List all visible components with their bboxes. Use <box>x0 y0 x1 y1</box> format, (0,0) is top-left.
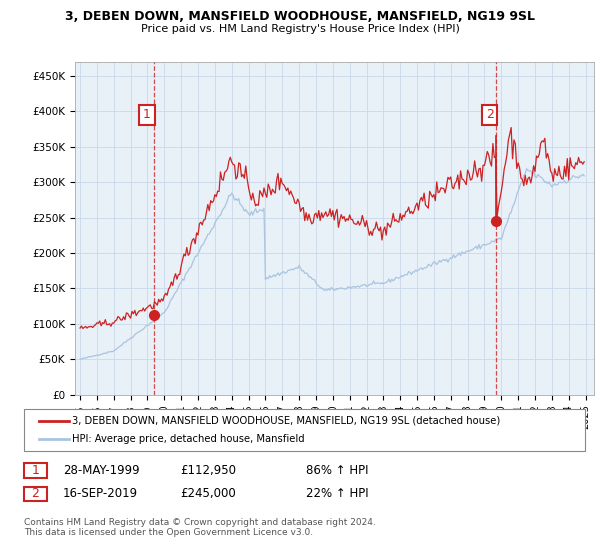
Text: 1: 1 <box>143 108 151 122</box>
Text: £112,950: £112,950 <box>180 464 236 477</box>
Text: Price paid vs. HM Land Registry's House Price Index (HPI): Price paid vs. HM Land Registry's House … <box>140 24 460 34</box>
Text: 3, DEBEN DOWN, MANSFIELD WOODHOUSE, MANSFIELD, NG19 9SL: 3, DEBEN DOWN, MANSFIELD WOODHOUSE, MANS… <box>65 10 535 23</box>
Text: HPI: Average price, detached house, Mansfield: HPI: Average price, detached house, Mans… <box>72 434 305 444</box>
Text: 86% ↑ HPI: 86% ↑ HPI <box>306 464 368 477</box>
Text: 1: 1 <box>31 464 40 477</box>
Text: 2: 2 <box>486 108 494 122</box>
Text: 28-MAY-1999: 28-MAY-1999 <box>63 464 140 477</box>
Text: 3, DEBEN DOWN, MANSFIELD WOODHOUSE, MANSFIELD, NG19 9SL (detached house): 3, DEBEN DOWN, MANSFIELD WOODHOUSE, MANS… <box>72 416 500 426</box>
Text: 2: 2 <box>31 487 40 501</box>
Text: 22% ↑ HPI: 22% ↑ HPI <box>306 487 368 501</box>
Text: 16-SEP-2019: 16-SEP-2019 <box>63 487 138 501</box>
Text: £245,000: £245,000 <box>180 487 236 501</box>
Text: Contains HM Land Registry data © Crown copyright and database right 2024.
This d: Contains HM Land Registry data © Crown c… <box>24 518 376 538</box>
